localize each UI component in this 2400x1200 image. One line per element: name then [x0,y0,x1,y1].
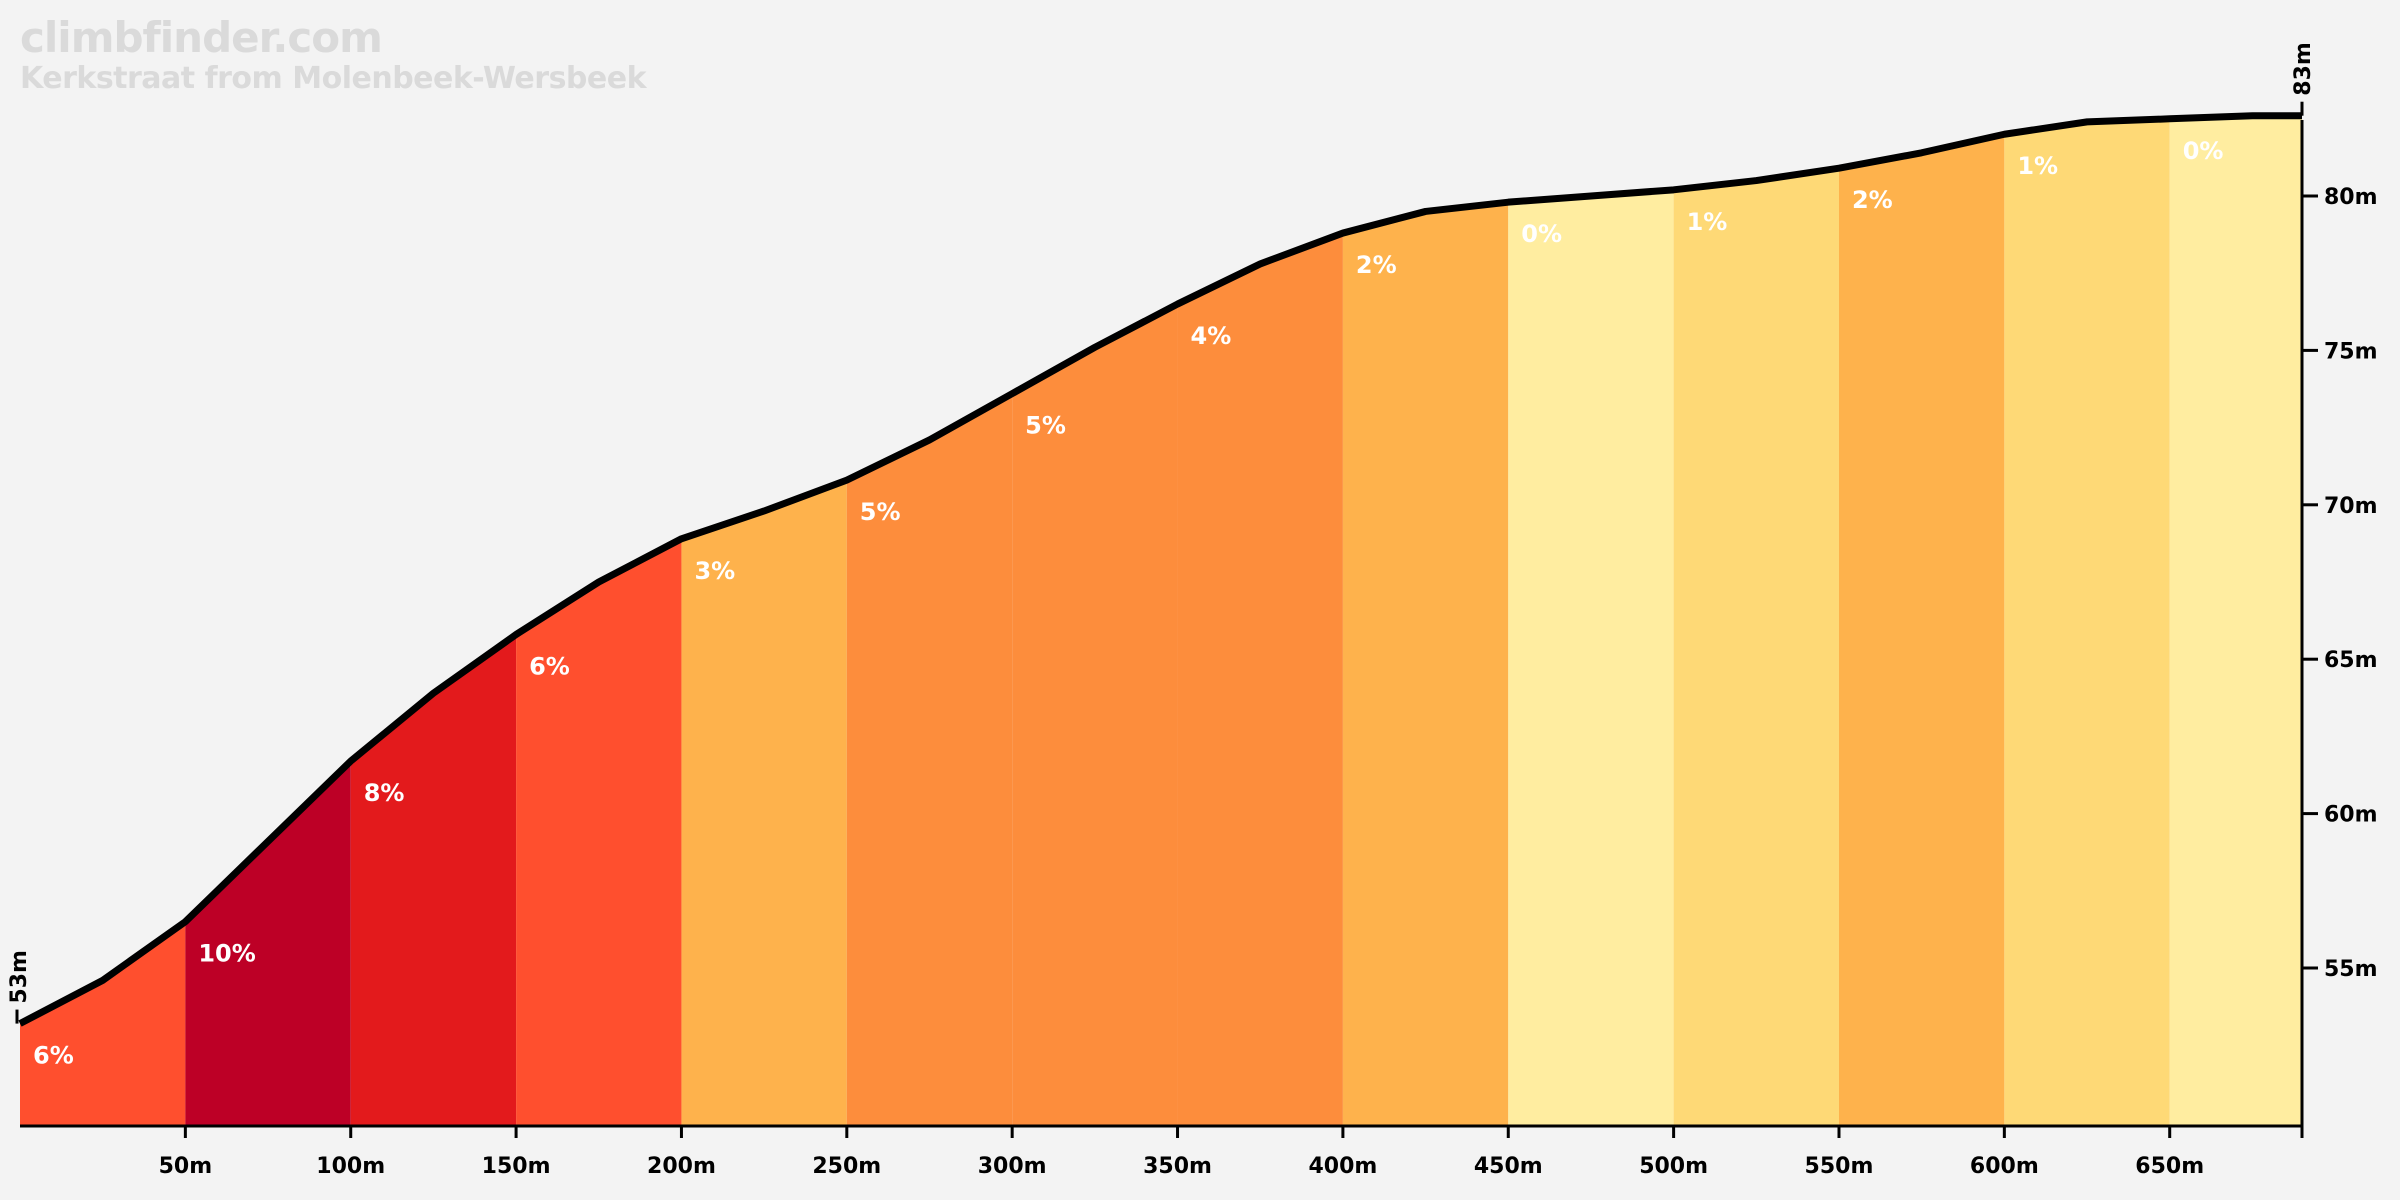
grade-label: 5% [1025,412,1066,440]
y-tick-label: 80m [2324,185,2378,210]
grade-segment [516,538,682,1126]
grade-segment [1673,168,1839,1126]
x-tick-label: 650m [2135,1154,2204,1179]
x-tick-label: 50m [159,1154,213,1179]
grade-segment [846,393,1013,1127]
grade-label: 0% [1521,220,1562,248]
grade-segment [2004,118,2170,1127]
grade-segments [20,115,2302,1127]
brand-watermark: climbfinder.com Kerkstraat from Molenbee… [20,13,647,97]
grade-segment [350,634,517,1126]
grade-label: 4% [1191,322,1232,350]
x-tick-label: 550m [1805,1154,1874,1179]
profile-line-group [18,112,2302,1027]
x-tick-label: 100m [316,1154,385,1179]
grade-segment [681,480,847,1126]
end-elevation-label: 83m [2291,42,2316,96]
grade-segment [1508,189,1674,1127]
grade-label: 3% [694,557,735,585]
x-tick-label: 450m [1474,1154,1543,1179]
y-tick-label: 75m [2324,339,2378,364]
x-tick-label: 600m [1970,1154,2039,1179]
grade-segment [2169,115,2302,1127]
grade-segment [1012,304,1178,1127]
grade-label: 8% [364,779,405,807]
grade-segment [1342,202,1509,1126]
grade-label: 6% [529,652,570,680]
grade-segment [1177,233,1343,1126]
y-tick-label: 60m [2324,803,2378,828]
grade-label: 6% [33,1042,74,1070]
grade-label: 5% [860,498,901,526]
y-tick-label: 55m [2324,957,2378,982]
x-tick-label: 300m [978,1154,1047,1179]
grade-label: 10% [198,940,255,968]
grade-segment [1838,134,2005,1127]
x-tick-label: 350m [1143,1154,1212,1179]
axes: 50m 100m 150m 200m 250m 300m 350m 400m 450m 500m 5… [7,42,2378,1179]
grade-label: 0% [2183,137,2224,165]
x-tick-label: 250m [812,1154,881,1179]
grade-labels: 6% 10% 8% 6% 3% 5% 5% 4% 2% 0% 1% 2% 1% 0% [33,137,2223,1070]
grade-label: 2% [1356,251,1397,279]
grade-label: 1% [2017,152,2058,180]
x-tick-label: 400m [1308,1154,1377,1179]
grade-segment [185,761,351,1126]
start-elevation-label: 53m [7,950,32,1004]
climb-name: Kerkstraat from Molenbeek-Wersbeek [20,61,647,97]
x-tick-label: 500m [1639,1154,1708,1179]
grade-label: 1% [1687,208,1728,236]
grade-label: 2% [1852,186,1893,214]
y-tick-label: 65m [2324,648,2378,673]
x-tick-label: 150m [482,1154,551,1179]
site-name: climbfinder.com [20,13,383,62]
x-tick-label: 200m [647,1154,716,1179]
y-tick-label: 70m [2324,494,2378,519]
grade-segment [20,921,186,1126]
profile-line [18,112,2302,1027]
